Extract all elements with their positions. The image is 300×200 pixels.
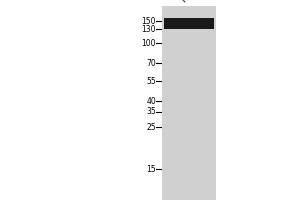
Text: 70: 70: [146, 58, 156, 68]
Text: 55: 55: [146, 76, 156, 86]
Bar: [164, 18, 214, 29]
Text: 40: 40: [146, 97, 156, 106]
Bar: [162, 6, 216, 200]
Text: 100: 100: [142, 38, 156, 47]
Text: 130: 130: [142, 24, 156, 33]
Text: RAW264. 7: RAW264. 7: [180, 0, 218, 4]
Text: 15: 15: [146, 164, 156, 173]
Text: 35: 35: [146, 108, 156, 116]
Text: 150: 150: [142, 17, 156, 25]
Text: 25: 25: [146, 122, 156, 132]
